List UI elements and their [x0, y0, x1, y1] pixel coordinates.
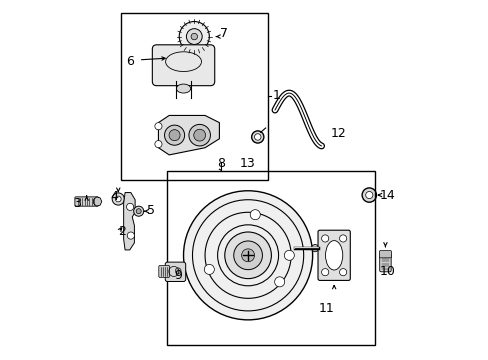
Circle shape — [362, 188, 376, 202]
Circle shape — [321, 269, 328, 276]
Circle shape — [204, 264, 214, 274]
Circle shape — [321, 235, 328, 242]
Circle shape — [274, 277, 284, 287]
Circle shape — [179, 22, 209, 51]
Polygon shape — [123, 193, 135, 250]
Circle shape — [191, 33, 197, 40]
Circle shape — [241, 249, 254, 262]
Circle shape — [155, 140, 162, 148]
Polygon shape — [93, 197, 102, 206]
Circle shape — [339, 269, 346, 276]
Text: 13: 13 — [239, 157, 255, 170]
Text: 9: 9 — [174, 269, 182, 282]
Circle shape — [127, 232, 134, 239]
Circle shape — [311, 244, 318, 252]
FancyBboxPatch shape — [317, 230, 349, 280]
Circle shape — [115, 196, 121, 202]
Circle shape — [112, 193, 124, 205]
Text: 5: 5 — [147, 204, 155, 217]
Circle shape — [233, 241, 262, 270]
Text: 3: 3 — [73, 197, 81, 210]
FancyBboxPatch shape — [379, 251, 391, 258]
Circle shape — [251, 131, 264, 143]
Ellipse shape — [176, 84, 190, 93]
Bar — [121, 13, 267, 180]
Bar — [167, 171, 375, 345]
FancyBboxPatch shape — [152, 45, 214, 86]
Polygon shape — [158, 116, 219, 155]
Circle shape — [136, 209, 141, 214]
FancyBboxPatch shape — [75, 197, 99, 206]
Circle shape — [175, 268, 181, 274]
Text: 6: 6 — [126, 55, 134, 68]
Circle shape — [126, 203, 133, 211]
Text: 1: 1 — [272, 89, 280, 102]
Text: 10: 10 — [379, 265, 395, 278]
Circle shape — [155, 123, 162, 130]
Text: 4: 4 — [110, 190, 119, 203]
Circle shape — [250, 210, 260, 220]
FancyBboxPatch shape — [379, 253, 390, 272]
FancyBboxPatch shape — [159, 265, 169, 278]
Text: 7: 7 — [220, 27, 227, 40]
Circle shape — [133, 206, 143, 216]
Circle shape — [284, 250, 294, 260]
Circle shape — [365, 192, 372, 199]
Text: 14: 14 — [379, 189, 395, 202]
Text: 11: 11 — [319, 302, 334, 315]
Text: 12: 12 — [330, 127, 346, 140]
Ellipse shape — [325, 240, 342, 270]
Circle shape — [183, 191, 312, 320]
Circle shape — [339, 235, 346, 242]
Circle shape — [164, 125, 184, 145]
Circle shape — [254, 134, 261, 140]
Circle shape — [169, 130, 180, 141]
Circle shape — [188, 125, 210, 146]
Text: 2: 2 — [118, 225, 126, 238]
Circle shape — [193, 129, 205, 141]
Circle shape — [186, 29, 202, 44]
FancyBboxPatch shape — [165, 262, 185, 282]
Text: 8: 8 — [217, 157, 225, 170]
Circle shape — [224, 232, 271, 279]
